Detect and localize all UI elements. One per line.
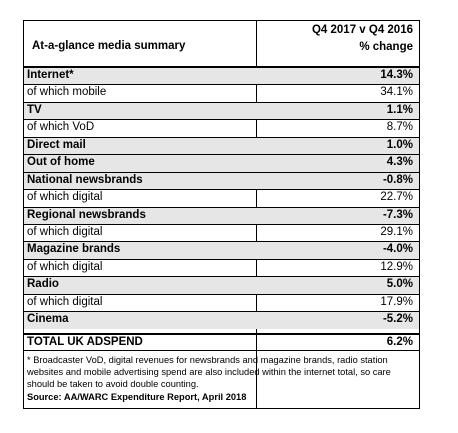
row-value: 22.7% (380, 191, 413, 204)
row-label: of which digital (27, 225, 103, 238)
table-row: TV 1.1% (24, 101, 419, 120)
header-divider (24, 66, 419, 67)
row-value: -4.0% (382, 243, 413, 256)
row-value: 1.0% (386, 138, 413, 151)
row-label: Cinema (27, 313, 69, 326)
row-label: Magazine brands (27, 243, 121, 256)
row-value: 5.0% (386, 278, 413, 291)
row-label: of which digital (27, 191, 103, 204)
table-row: Cinema -5.2% (24, 311, 419, 329)
row-label: of which VoD (27, 121, 95, 134)
table-row: National newsbrands -0.8% (24, 171, 419, 190)
change-header: % change (359, 41, 413, 53)
row-label: Radio (27, 278, 59, 291)
table-row: Internet* 14.3% (24, 67, 419, 85)
row-value: -0.8% (382, 173, 413, 186)
table-row: of which VoD 8.7% (24, 119, 419, 136)
row-label: Direct mail (27, 138, 86, 151)
table-row: of which mobile 34.1% (24, 84, 419, 101)
table-row: of which digital 22.7% (24, 189, 419, 206)
row-value: -5.2% (382, 313, 413, 326)
table-row: of which digital 29.1% (24, 223, 419, 241)
row-value: 34.1% (380, 86, 413, 99)
footnote-block: * Broadcaster VoD, digital revenues for … (27, 354, 415, 403)
row-label: Regional newsbrands (27, 208, 146, 221)
row-label: Out of home (27, 156, 95, 169)
table-row: of which digital 17.9% (24, 293, 419, 311)
table-row: Radio 5.0% (24, 276, 419, 294)
source-text: Source: AA/WARC Expenditure Report, Apri… (27, 391, 247, 402)
table-row: Direct mail 1.0% (24, 136, 419, 155)
row-label: of which digital (27, 260, 103, 273)
total-value: 6.2% (386, 336, 413, 348)
table-title: At-a-glance media summary (32, 40, 186, 52)
row-value: 17.9% (380, 295, 413, 308)
row-label: of which digital (27, 295, 103, 308)
footnote-text: * Broadcaster VoD, digital revenues for … (27, 355, 391, 390)
row-label: TV (27, 103, 42, 116)
table-header: At-a-glance media summary Q4 2017 v Q4 2… (24, 21, 419, 66)
total-label: TOTAL UK ADSPEND (27, 336, 143, 348)
row-label: Internet* (27, 69, 74, 81)
media-summary-table: At-a-glance media summary Q4 2017 v Q4 2… (23, 20, 420, 409)
row-value: 8.7% (386, 121, 413, 134)
row-value: -7.3% (382, 208, 413, 221)
row-value: 12.9% (380, 260, 413, 273)
row-value: 29.1% (380, 225, 413, 238)
table-row: Magazine brands -4.0% (24, 241, 419, 259)
row-label: National newsbrands (27, 173, 143, 186)
row-label: of which mobile (27, 86, 107, 99)
table-row: of which digital 12.9% (24, 258, 419, 276)
table-body: Internet* 14.3% of which mobile 34.1% TV 1.1%… (24, 67, 419, 329)
row-value: 14.3% (380, 69, 413, 81)
table-row: Out of home 4.3% (24, 154, 419, 172)
row-value: 4.3% (386, 156, 413, 169)
table-row: Regional newsbrands -7.3% (24, 206, 419, 224)
total-row: TOTAL UK ADSPEND 6.2% (24, 333, 419, 351)
row-value: 1.1% (386, 103, 413, 116)
period-header: Q4 2017 v Q4 2016 (311, 24, 413, 36)
